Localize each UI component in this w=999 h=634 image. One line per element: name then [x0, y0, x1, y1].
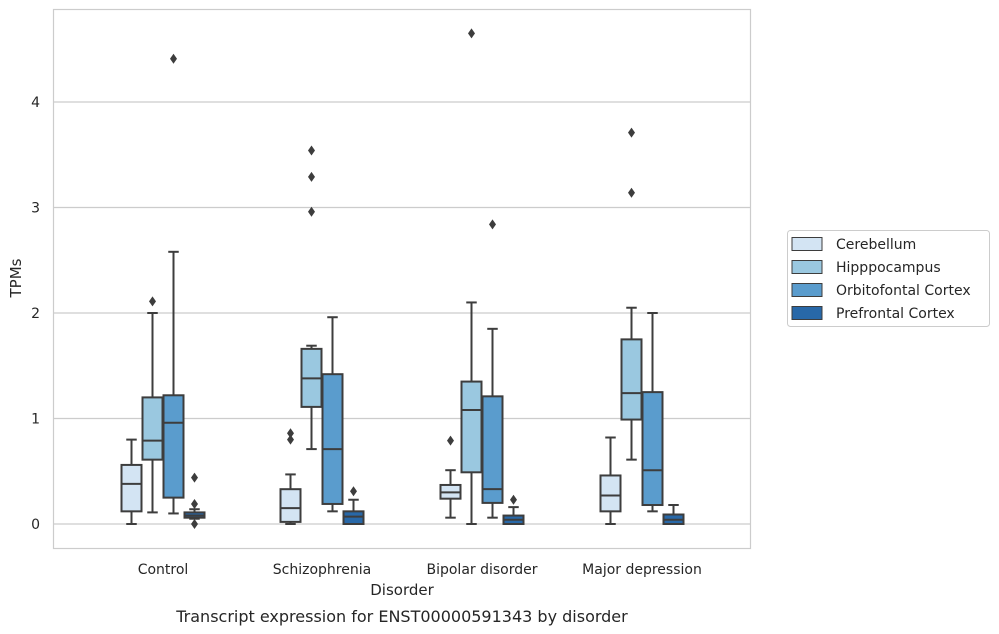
box-body: [279, 488, 302, 523]
x-axis-ticks: Control Schizophrenia Bipolar disorder Majo…: [138, 562, 702, 578]
box-prefrontal-cortex: [342, 486, 365, 525]
box-hipppocampus: [141, 296, 164, 514]
outlier-point: [287, 428, 294, 439]
outlier-point: [191, 472, 198, 483]
y-tick-label: 2: [31, 306, 40, 322]
box-cerebellum: [120, 438, 143, 525]
outlier-point: [170, 53, 177, 64]
box-cerebellum: [599, 436, 622, 525]
y-tick-label: 1: [31, 412, 40, 428]
box-hipppocampus: [620, 127, 643, 461]
box-prefrontal-cortex: [662, 504, 685, 526]
outlier-point: [287, 434, 294, 445]
x-tick-label: Major depression: [582, 562, 702, 578]
legend-swatch: [791, 237, 823, 251]
box-body: [620, 338, 643, 421]
legend-swatch: [791, 260, 823, 274]
y-tick-label: 0: [31, 517, 40, 533]
legend-label: Hipppocampus: [836, 260, 941, 276]
plot-frame: [52, 8, 752, 550]
box-body: [599, 474, 622, 513]
legend-label: Cerebellum: [836, 237, 916, 253]
y-axis-title: TPMs: [7, 258, 25, 298]
outlier-point: [149, 296, 156, 307]
box-prefrontal-cortex: [502, 494, 525, 525]
boxes: [120, 28, 685, 529]
box-body: [120, 463, 143, 513]
box-cerebellum: [279, 428, 302, 525]
x-tick-label: Schizophrenia: [273, 562, 371, 578]
outlier-point: [489, 219, 496, 230]
legend-swatch: [791, 306, 823, 320]
y-tick-label: 4: [31, 95, 40, 111]
outlier-point: [468, 28, 475, 39]
box-prefrontal-cortex: [183, 472, 206, 529]
box-body: [162, 394, 185, 499]
outlier-point: [628, 187, 635, 198]
box-body: [342, 510, 365, 525]
x-tick-label: Bipolar disorder: [426, 562, 537, 578]
outlier-point: [350, 486, 357, 497]
box-body: [481, 395, 504, 504]
outlier-point: [191, 519, 198, 529]
box-body: [141, 396, 164, 461]
legend-frame: [787, 230, 990, 327]
box-hipppocampus: [300, 145, 323, 451]
box-body: [321, 373, 344, 505]
box-orbitofontal-cortex: [641, 312, 664, 513]
outlier-point: [628, 127, 635, 138]
outlier-point: [308, 206, 315, 217]
y-axis-ticks: 0 1 2 3 4: [31, 95, 40, 533]
outlier-point: [447, 435, 454, 446]
legend-label: Orbitofontal Cortex: [836, 283, 971, 299]
box-body: [641, 391, 664, 507]
x-axis-title: Disorder: [370, 581, 434, 599]
y-tick-label: 3: [31, 201, 40, 217]
box-body: [460, 380, 483, 474]
outlier-point: [308, 145, 315, 156]
outlier-point: [510, 494, 517, 505]
legend-swatch: [791, 283, 823, 297]
outlier-point: [191, 498, 198, 509]
box-hipppocampus: [460, 28, 483, 525]
x-tick-label: Control: [138, 562, 189, 578]
outlier-point: [308, 171, 315, 182]
box-cerebellum: [439, 435, 462, 519]
box-orbitofontal-cortex: [481, 219, 504, 519]
legend: Cerebellum Hipppocampus Orbitofontal Corte…: [787, 230, 990, 327]
box-orbitofontal-cortex: [162, 53, 185, 515]
chart-caption: Transcript expression for ENST0000059134…: [175, 607, 628, 626]
legend-label: Prefrontal Cortex: [836, 306, 955, 322]
box-orbitofontal-cortex: [321, 316, 344, 513]
